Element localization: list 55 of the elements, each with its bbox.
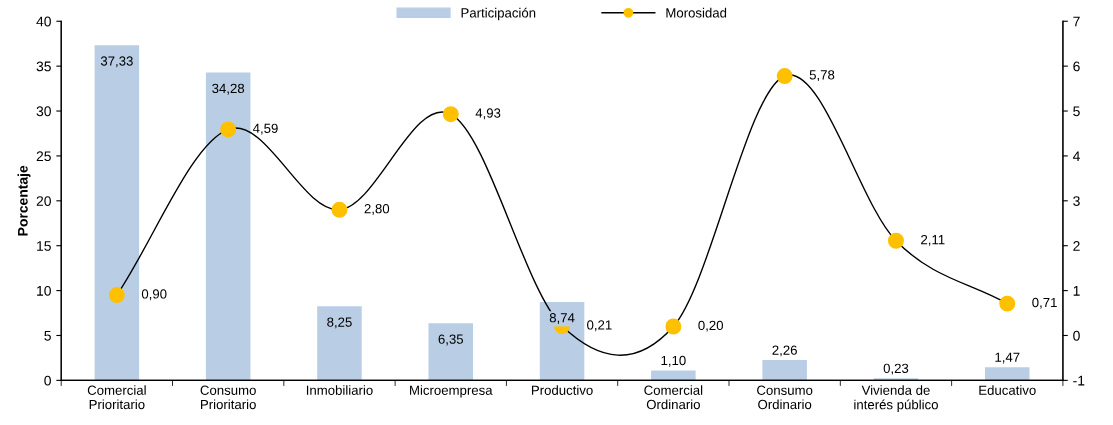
data-label: 0,21 xyxy=(587,320,612,332)
data-label: 6,35 xyxy=(438,334,464,346)
y2-tick-label: 0 xyxy=(1073,330,1080,341)
bar xyxy=(985,367,1030,381)
data-label: 34,28 xyxy=(212,83,245,95)
data-label: 0,20 xyxy=(698,320,724,332)
x-tick-label: Microempresa xyxy=(410,385,493,398)
data-label: 5,78 xyxy=(809,70,835,82)
x-tick-label: Inmobiliario xyxy=(306,385,373,395)
y2-tick-label: 1 xyxy=(1073,286,1080,296)
data-label: 8,74 xyxy=(549,313,575,324)
data-label: 37,33 xyxy=(100,56,133,68)
data-label: 8,25 xyxy=(327,317,352,329)
x-tick-label: Productivo xyxy=(531,385,593,395)
x-tick-label: Vivienda de interés público xyxy=(854,385,938,412)
y-tick-label: 5 xyxy=(44,330,51,341)
data-label: 0,90 xyxy=(141,289,167,301)
data-label: 0,71 xyxy=(1032,297,1057,309)
data-label: 1,47 xyxy=(995,352,1020,364)
y2-tick-label: 3 xyxy=(1073,196,1080,206)
bar xyxy=(205,72,251,381)
data-label: 2,11 xyxy=(921,234,945,246)
y-tick-label: 40 xyxy=(36,16,51,27)
legend-label: Participación xyxy=(461,7,536,21)
x-tick-label: Consumo Prioritario xyxy=(200,385,256,410)
y-tick-label: 35 xyxy=(36,61,51,72)
x-tick-label: Educativo xyxy=(979,385,1036,395)
data-label: 4,93 xyxy=(475,108,501,120)
y2-tick-label: 5 xyxy=(1073,106,1080,117)
bar xyxy=(317,306,362,381)
bar xyxy=(762,360,807,381)
y2-tick-label: 7 xyxy=(1073,16,1080,27)
data-label: 1,10 xyxy=(661,355,686,367)
x-tick-label: Comercial Prioritario xyxy=(87,385,146,410)
bar xyxy=(873,378,919,381)
y2-tick-label: 6 xyxy=(1073,61,1080,72)
data-label: 0,23 xyxy=(883,363,909,375)
data-label: 2,80 xyxy=(364,203,390,215)
data-label: 4,59 xyxy=(252,123,278,135)
bar xyxy=(651,370,696,381)
y-tick-label: 10 xyxy=(37,285,51,296)
y-axis-title: Porcentaje xyxy=(17,165,31,236)
y-tick-label: 0 xyxy=(44,375,51,386)
y-tick-label: 15 xyxy=(37,241,51,251)
data-label: 2,26 xyxy=(772,345,797,357)
x-tick-label: Consumo Ordinario xyxy=(757,385,813,410)
y-tick-label: 20 xyxy=(36,196,51,206)
bar xyxy=(94,45,140,381)
y2-tick-label: 2 xyxy=(1073,241,1080,251)
y-tick-label: 25 xyxy=(36,151,51,162)
y-tick-label: 30 xyxy=(36,106,51,117)
y2-tick-label: -1 xyxy=(1073,375,1085,386)
legend-label: Morosidad xyxy=(666,7,727,18)
y2-tick-label: 4 xyxy=(1072,151,1080,161)
x-tick-label: Comercial Ordinario xyxy=(644,385,703,410)
